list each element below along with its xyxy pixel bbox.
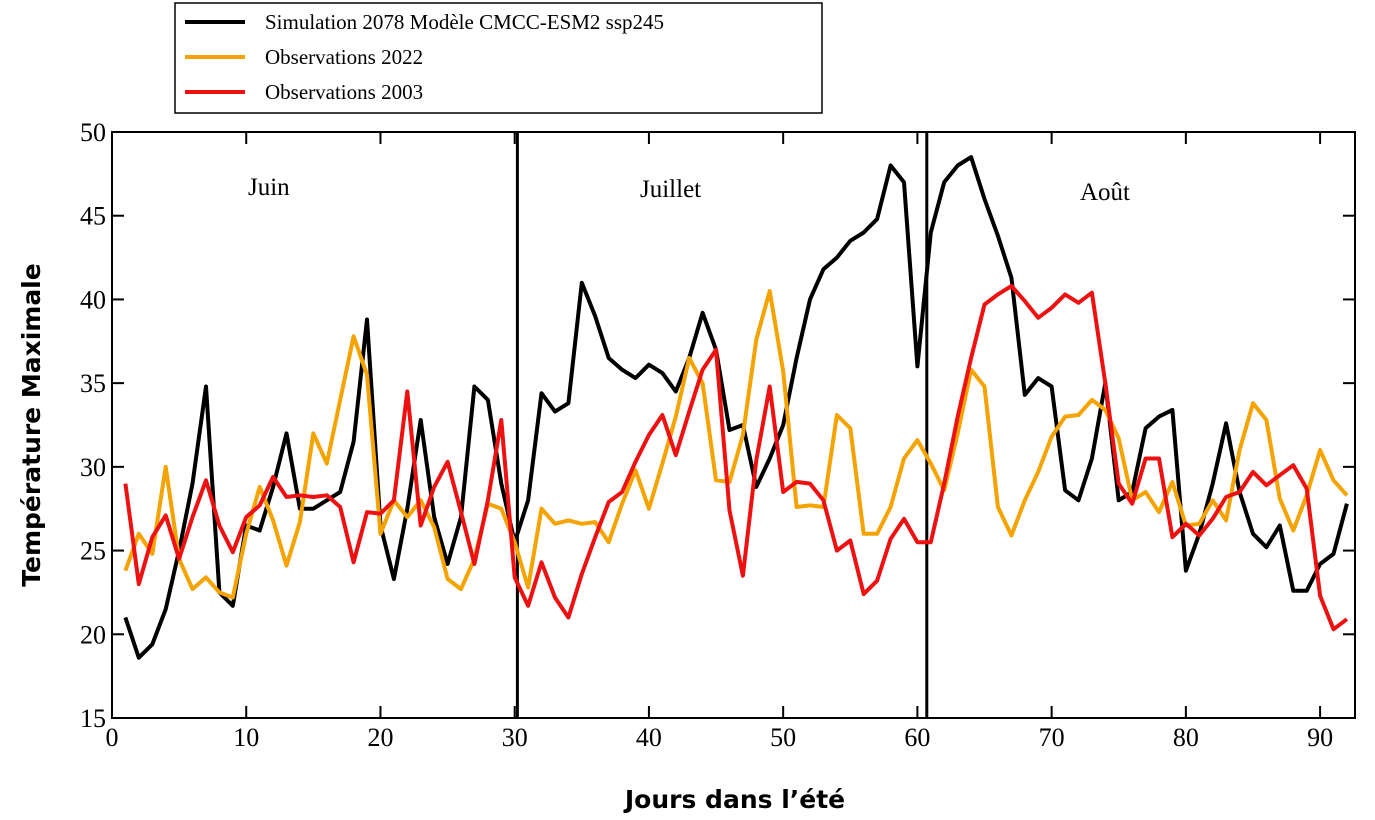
legend-label: Observations 2003 — [265, 80, 423, 104]
series-line — [123, 155, 1349, 660]
y-tick-label: 20 — [80, 620, 106, 649]
legend-box — [174, 2, 823, 114]
x-tick-label: 10 — [233, 723, 259, 752]
x-tick-label: 60 — [904, 723, 930, 752]
y-tick-label: 25 — [80, 537, 106, 566]
x-tick-label: 70 — [1039, 723, 1065, 752]
y-tick-label: 50 — [80, 118, 106, 147]
y-tick-label: 45 — [80, 202, 106, 231]
y-tick-label: 15 — [80, 704, 106, 733]
plot-frame — [111, 131, 1356, 719]
y-tick-label: 40 — [80, 285, 106, 314]
series-line — [123, 284, 1349, 632]
x-tick-label: 20 — [367, 723, 393, 752]
month-label: Août — [1080, 179, 1130, 206]
legend-label: Observations 2022 — [265, 45, 423, 69]
y-axis-label: Température Maximale — [17, 263, 46, 586]
x-tick-label: 40 — [636, 723, 662, 752]
x-tick-label: 0 — [106, 723, 119, 752]
month-label: Juillet — [640, 176, 701, 203]
series-line — [123, 289, 1349, 600]
month-label: Juin — [248, 174, 290, 201]
x-tick-label: 80 — [1173, 723, 1199, 752]
legend-label: Simulation 2078 Modèle CMCC-ESM2 ssp245 — [265, 10, 664, 34]
y-tick-label: 30 — [80, 453, 106, 482]
y-tick-label: 35 — [80, 369, 106, 398]
x-axis-label: Jours dans l’été — [623, 785, 845, 814]
x-tick-label: 30 — [502, 723, 528, 752]
x-tick-label: 90 — [1307, 723, 1333, 752]
x-tick-label: 50 — [770, 723, 796, 752]
